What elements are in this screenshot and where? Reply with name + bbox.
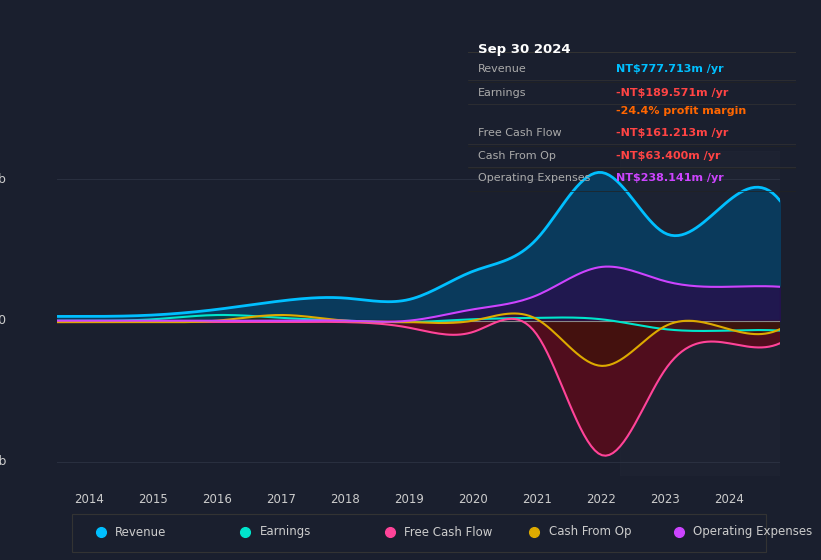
Text: Revenue: Revenue [115, 525, 167, 539]
Text: NT$777.713m /yr: NT$777.713m /yr [616, 64, 723, 74]
Text: 2024: 2024 [714, 493, 744, 506]
Text: 2023: 2023 [650, 493, 680, 506]
Text: -NT$1b: -NT$1b [0, 455, 7, 468]
Text: Cash From Op: Cash From Op [548, 525, 631, 539]
Text: NT$238.141m /yr: NT$238.141m /yr [616, 172, 723, 183]
Text: 2021: 2021 [522, 493, 552, 506]
Text: Earnings: Earnings [478, 88, 526, 97]
Text: 2022: 2022 [586, 493, 616, 506]
Text: -NT$189.571m /yr: -NT$189.571m /yr [616, 88, 728, 97]
Text: Revenue: Revenue [478, 64, 526, 74]
Text: Free Cash Flow: Free Cash Flow [404, 525, 493, 539]
Text: 2020: 2020 [458, 493, 488, 506]
Text: 2017: 2017 [266, 493, 296, 506]
Text: 2015: 2015 [139, 493, 168, 506]
Text: -NT$161.213m /yr: -NT$161.213m /yr [616, 128, 728, 138]
Text: NT$1b: NT$1b [0, 173, 7, 186]
Text: Operating Expenses: Operating Expenses [693, 525, 813, 539]
Text: 2016: 2016 [202, 493, 232, 506]
Text: -NT$63.400m /yr: -NT$63.400m /yr [616, 151, 720, 161]
Text: NT$0: NT$0 [0, 314, 7, 327]
Bar [620, 151, 780, 476]
Text: Cash From Op: Cash From Op [478, 151, 556, 161]
Text: Free Cash Flow: Free Cash Flow [478, 128, 562, 138]
Text: 2018: 2018 [330, 493, 360, 506]
Text: Sep 30 2024: Sep 30 2024 [478, 43, 571, 56]
Text: Operating Expenses: Operating Expenses [478, 172, 590, 183]
Text: 2019: 2019 [394, 493, 424, 506]
Text: 2014: 2014 [75, 493, 104, 506]
Text: Earnings: Earnings [259, 525, 311, 539]
Text: -24.4% profit margin: -24.4% profit margin [616, 106, 746, 116]
